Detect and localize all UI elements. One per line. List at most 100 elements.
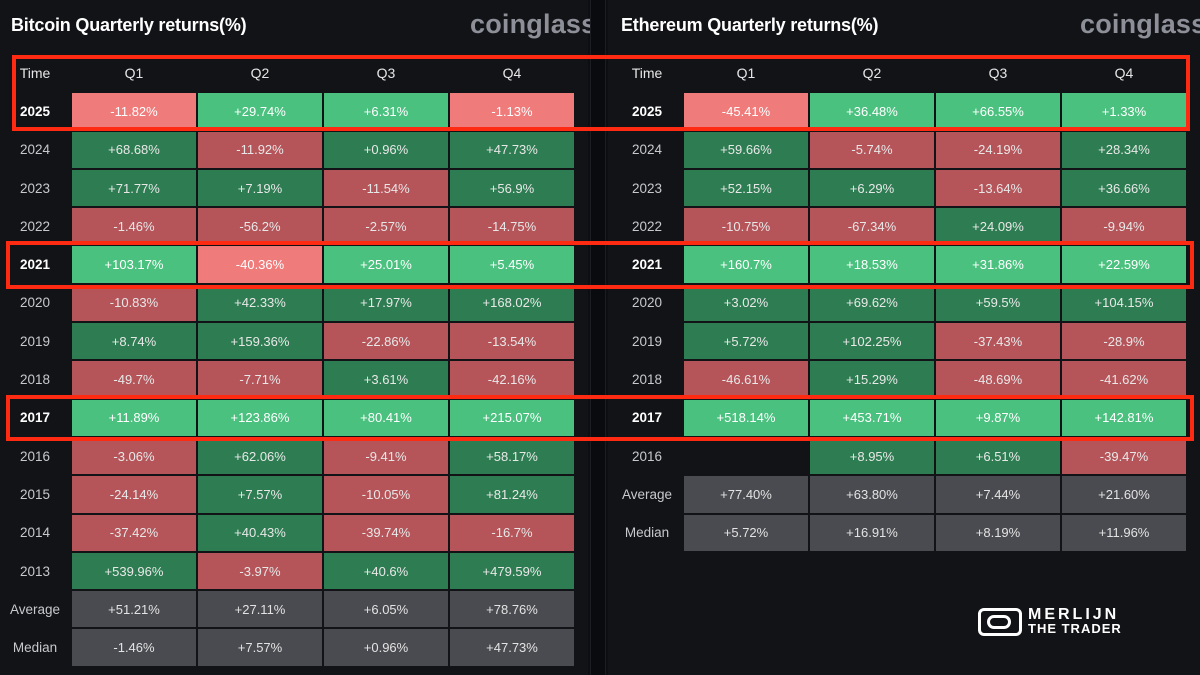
return-cell: +80.41% bbox=[324, 399, 450, 438]
return-cell: +17.97% bbox=[324, 284, 450, 324]
return-cell: +36.66% bbox=[1062, 169, 1188, 209]
ethereum-title: Ethereum Quarterly returns(%) bbox=[621, 15, 879, 35]
return-cell: +453.71% bbox=[810, 399, 936, 438]
table-row: 2014 -37.42% +40.43% -39.74% -16.7% bbox=[0, 514, 576, 553]
return-cell: -3.06% bbox=[72, 437, 198, 477]
return-cell: -37.43% bbox=[936, 323, 1062, 362]
table-row: Average +51.21% +27.11% +6.05% +78.76% bbox=[0, 591, 576, 630]
return-cell: +8.74% bbox=[72, 323, 198, 362]
return-cell: +7.57% bbox=[198, 629, 324, 668]
return-cell: +5.72% bbox=[684, 323, 810, 362]
return-cell: -9.94% bbox=[1062, 208, 1188, 247]
table-row: 2021 +160.7% +18.53% +31.86% +22.59% bbox=[612, 246, 1188, 285]
return-cell: +58.17% bbox=[450, 437, 576, 477]
merlijn-logo-icon bbox=[978, 608, 1022, 636]
return-cell: +3.02% bbox=[684, 284, 810, 324]
table-row: Median +5.72% +16.91% +8.19% +11.96% bbox=[612, 514, 1188, 553]
return-cell: -5.74% bbox=[810, 131, 936, 170]
table-row: 2018 -46.61% +15.29% -48.69% -41.62% bbox=[612, 361, 1188, 400]
return-cell: -22.86% bbox=[324, 323, 450, 362]
return-cell: +7.44% bbox=[936, 476, 1062, 515]
return-cell: -7.71% bbox=[198, 361, 324, 400]
table-row: 2021 +103.17% -40.36% +25.01% +5.45% bbox=[0, 246, 576, 285]
table-row: 2013 +539.96% -3.97% +40.6% +479.59% bbox=[0, 552, 576, 592]
return-cell: +3.61% bbox=[324, 361, 450, 400]
table-row: 2018 -49.7% -7.71% +3.61% -42.16% bbox=[0, 361, 576, 400]
return-cell: +7.57% bbox=[198, 476, 324, 515]
return-cell: -3.97% bbox=[198, 552, 324, 592]
row-label: 2024 bbox=[0, 131, 72, 170]
return-cell: +28.34% bbox=[1062, 131, 1188, 170]
table-row: 2020 +3.02% +69.62% +59.5% +104.15% bbox=[612, 284, 1188, 324]
return-cell: -10.75% bbox=[684, 208, 810, 247]
return-cell: +8.95% bbox=[810, 437, 936, 477]
return-cell: +15.29% bbox=[810, 361, 936, 400]
return-cell: -45.41% bbox=[684, 93, 810, 132]
return-cell: +518.14% bbox=[684, 399, 810, 438]
row-label: 2020 bbox=[612, 284, 684, 324]
return-cell: +22.59% bbox=[1062, 246, 1188, 285]
table-row: 2017 +518.14% +453.71% +9.87% +142.81% bbox=[612, 399, 1188, 438]
panel-divider bbox=[590, 0, 606, 675]
row-label: 2019 bbox=[612, 323, 684, 362]
table-row: 2022 -1.46% -56.2% -2.57% -14.75% bbox=[0, 208, 576, 247]
ethereum-panel: Ethereum Quarterly returns(%) coinglass … bbox=[608, 0, 1200, 675]
return-cell: +142.81% bbox=[1062, 399, 1188, 438]
merlijn-watermark: MERLIJN THE TRADER bbox=[978, 607, 1122, 636]
return-cell: +5.72% bbox=[684, 514, 810, 553]
return-cell: +0.96% bbox=[324, 629, 450, 668]
return-cell: +51.21% bbox=[72, 591, 198, 630]
row-label: 2017 bbox=[612, 399, 684, 438]
return-cell: -14.75% bbox=[450, 208, 576, 247]
return-cell bbox=[684, 437, 810, 477]
row-label: 2017 bbox=[0, 399, 72, 438]
table-row: Median -1.46% +7.57% +0.96% +47.73% bbox=[0, 629, 576, 668]
return-cell: +104.15% bbox=[1062, 284, 1188, 324]
column-header: Q3 bbox=[324, 55, 450, 94]
table-row: 2016 -3.06% +62.06% -9.41% +58.17% bbox=[0, 437, 576, 477]
return-cell: +0.96% bbox=[324, 131, 450, 170]
bitcoin-title: Bitcoin Quarterly returns(%) bbox=[11, 15, 247, 35]
return-cell: +159.36% bbox=[198, 323, 324, 362]
return-cell: +52.15% bbox=[684, 169, 810, 209]
return-cell: +18.53% bbox=[810, 246, 936, 285]
return-cell: +6.29% bbox=[810, 169, 936, 209]
return-cell: +1.33% bbox=[1062, 93, 1188, 132]
return-cell: +21.60% bbox=[1062, 476, 1188, 515]
row-label: 2015 bbox=[0, 476, 72, 515]
return-cell: +66.55% bbox=[936, 93, 1062, 132]
return-cell: +77.40% bbox=[684, 476, 810, 515]
table-header-row: Time Q1 Q2 Q3 Q4 bbox=[612, 55, 1188, 94]
return-cell: +81.24% bbox=[450, 476, 576, 515]
column-header: Q3 bbox=[936, 55, 1062, 94]
ethereum-returns-table: Time Q1 Q2 Q3 Q4 2025 -45.41% +36.48% +66.55% +1.… bbox=[612, 55, 1188, 553]
return-cell: -41.62% bbox=[1062, 361, 1188, 400]
row-label: Average bbox=[612, 476, 684, 515]
return-cell: -49.7% bbox=[72, 361, 198, 400]
return-cell: -13.64% bbox=[936, 169, 1062, 209]
row-label: 2022 bbox=[612, 208, 684, 247]
return-cell: +168.02% bbox=[450, 284, 576, 324]
return-cell: -28.9% bbox=[1062, 323, 1188, 362]
return-cell: -1.46% bbox=[72, 208, 198, 247]
return-cell: +62.06% bbox=[198, 437, 324, 477]
return-cell: +63.80% bbox=[810, 476, 936, 515]
return-cell: +47.73% bbox=[450, 131, 576, 170]
return-cell: +78.76% bbox=[450, 591, 576, 630]
return-cell: +160.7% bbox=[684, 246, 810, 285]
row-label: 2018 bbox=[612, 361, 684, 400]
row-label: 2025 bbox=[612, 93, 684, 132]
return-cell: +56.9% bbox=[450, 169, 576, 209]
row-label: 2020 bbox=[0, 284, 72, 324]
return-cell: +16.91% bbox=[810, 514, 936, 553]
return-cell: +68.68% bbox=[72, 131, 198, 170]
table-row: 2019 +5.72% +102.25% -37.43% -28.9% bbox=[612, 323, 1188, 362]
table-row: 2023 +71.77% +7.19% -11.54% +56.9% bbox=[0, 169, 576, 209]
row-label: 2023 bbox=[0, 169, 72, 209]
return-cell: +11.96% bbox=[1062, 514, 1188, 553]
return-cell: +123.86% bbox=[198, 399, 324, 438]
row-label: 2024 bbox=[612, 131, 684, 170]
return-cell: +40.6% bbox=[324, 552, 450, 592]
coinglass-logo: coinglass bbox=[470, 9, 597, 39]
row-label: 2018 bbox=[0, 361, 72, 400]
